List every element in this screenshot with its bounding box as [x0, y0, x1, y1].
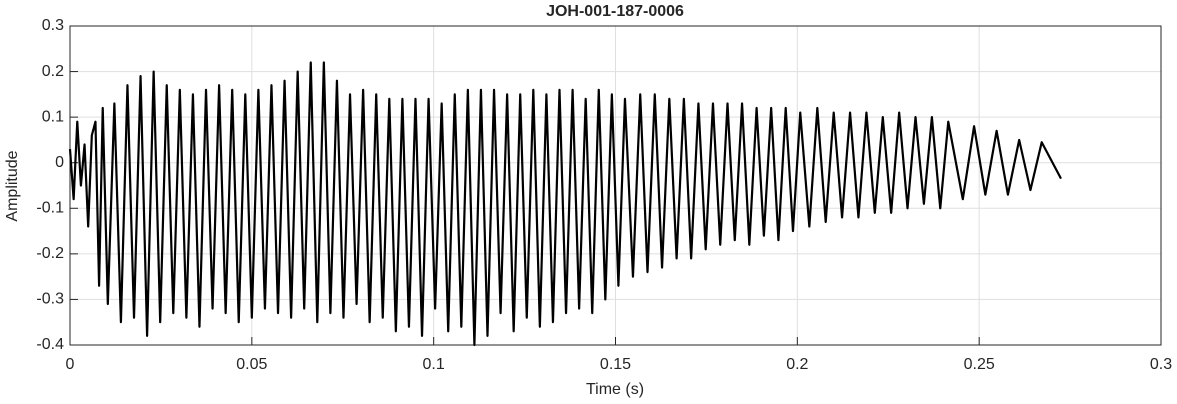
x-tick-label: 0.2: [786, 356, 808, 373]
plot-frame: [69, 25, 1162, 346]
x-tick-label: 0.05: [236, 356, 267, 373]
x-axis-label: Time (s): [586, 381, 644, 398]
x-tick-label: 0.3: [1150, 356, 1172, 373]
y-tick-label: -0.3: [36, 291, 64, 308]
waveform-line: [68, 61, 1062, 347]
chart-title: JOH-001-187-0006: [546, 3, 684, 20]
x-tick-label: 0: [66, 356, 75, 373]
x-tick-label: 0.25: [964, 356, 995, 373]
y-tick-label: -0.4: [36, 336, 64, 353]
y-tick-label: 0.2: [42, 63, 64, 80]
y-tick-label: -0.2: [36, 245, 64, 262]
y-tick-label: 0.1: [42, 108, 64, 125]
y-axis-label: Amplitude: [4, 150, 21, 221]
y-tick-label: -0.1: [36, 200, 64, 217]
x-tick-label: 0.15: [600, 356, 631, 373]
x-tick-label: 0.1: [423, 356, 445, 373]
y-tick-label: 0: [55, 154, 64, 171]
y-tick-label: 0.3: [42, 17, 64, 34]
